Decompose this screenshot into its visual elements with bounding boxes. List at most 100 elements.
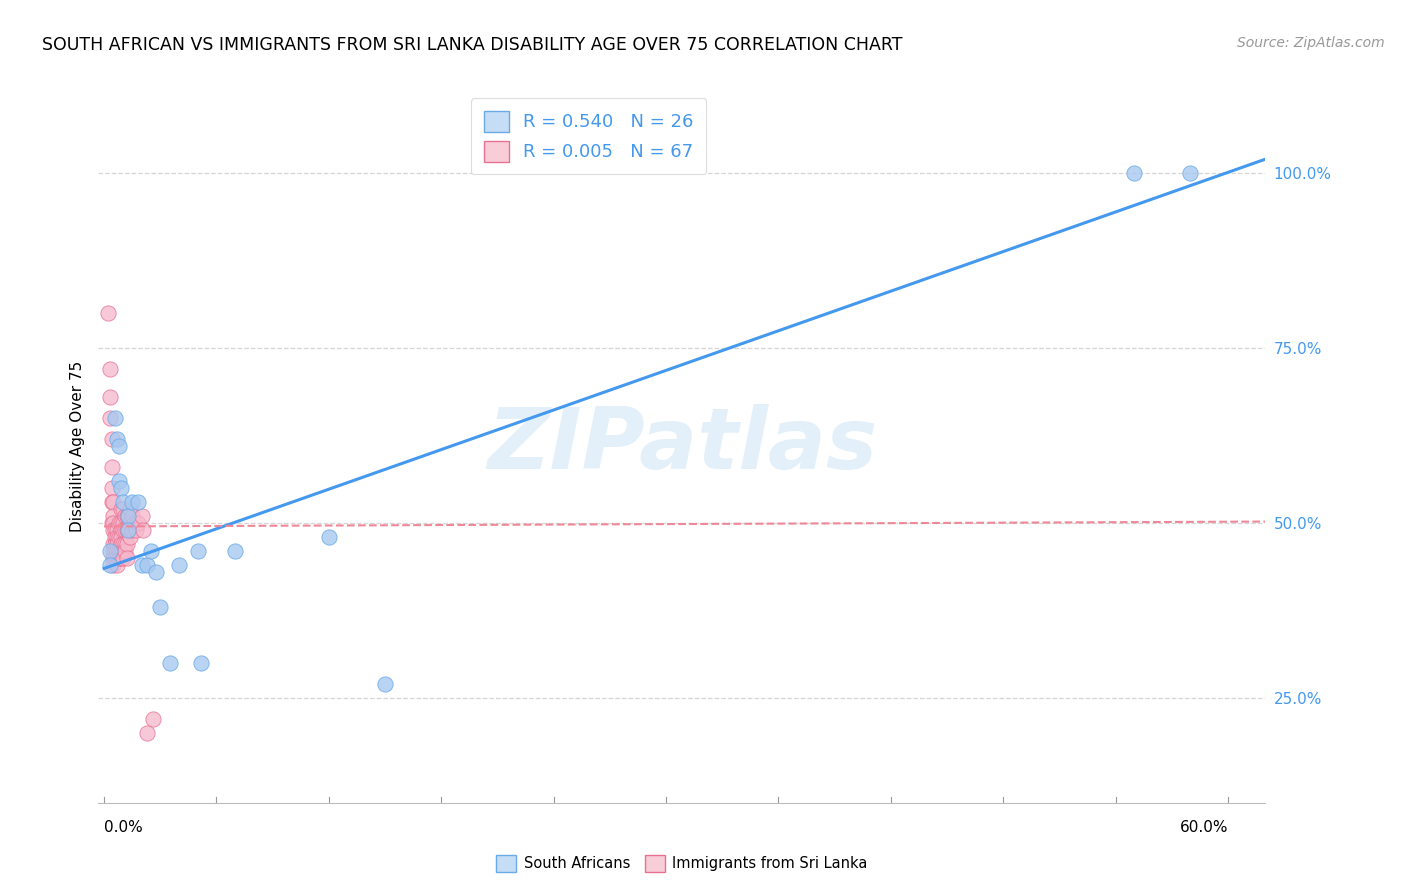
Point — [110, 502, 132, 516]
Point — [131, 508, 153, 523]
Point — [121, 508, 143, 523]
Point — [108, 550, 131, 565]
Point — [105, 432, 128, 446]
Point — [136, 726, 159, 740]
Point — [115, 550, 138, 565]
Point — [111, 523, 134, 537]
Point — [187, 544, 209, 558]
Y-axis label: Disability Age Over 75: Disability Age Over 75 — [69, 360, 84, 532]
Point — [108, 530, 131, 544]
Point — [104, 544, 127, 558]
Point — [142, 712, 165, 726]
Point — [105, 530, 128, 544]
Point — [1180, 166, 1202, 180]
Point — [136, 558, 159, 572]
Point — [115, 537, 138, 551]
Point — [111, 544, 134, 558]
Point — [98, 558, 121, 572]
Point — [105, 544, 128, 558]
Point — [108, 516, 131, 530]
Point — [108, 544, 131, 558]
Point — [115, 508, 138, 523]
Point — [105, 550, 128, 565]
Point — [110, 523, 132, 537]
Point — [100, 516, 122, 530]
Point — [104, 530, 127, 544]
Point — [103, 508, 125, 523]
Point — [103, 550, 125, 565]
Point — [103, 523, 125, 537]
Point — [127, 516, 149, 530]
Point — [111, 495, 134, 509]
Point — [117, 523, 139, 537]
Point — [117, 508, 139, 523]
Point — [120, 516, 142, 530]
Point — [103, 516, 125, 530]
Point — [103, 537, 125, 551]
Point — [318, 530, 340, 544]
Point — [103, 558, 125, 572]
Legend: South Africans, Immigrants from Sri Lanka: South Africans, Immigrants from Sri Lank… — [491, 849, 873, 878]
Point — [121, 495, 143, 509]
Text: 60.0%: 60.0% — [1180, 821, 1227, 835]
Point — [120, 530, 142, 544]
Point — [114, 537, 136, 551]
Point — [105, 537, 128, 551]
Text: SOUTH AFRICAN VS IMMIGRANTS FROM SRI LANKA DISABILITY AGE OVER 75 CORRELATION CH: SOUTH AFRICAN VS IMMIGRANTS FROM SRI LAN… — [42, 36, 903, 54]
Point — [111, 516, 134, 530]
Point — [108, 474, 131, 488]
Point — [98, 411, 121, 425]
Point — [104, 523, 127, 537]
Point — [108, 439, 131, 453]
Point — [224, 544, 246, 558]
Point — [100, 481, 122, 495]
Point — [122, 516, 145, 530]
Point — [149, 599, 172, 614]
Point — [105, 558, 128, 572]
Point — [114, 508, 136, 523]
Point — [103, 495, 125, 509]
Point — [145, 565, 167, 579]
Point — [374, 677, 396, 691]
Point — [111, 537, 134, 551]
Point — [100, 460, 122, 475]
Point — [125, 523, 148, 537]
Point — [115, 523, 138, 537]
Text: Source: ZipAtlas.com: Source: ZipAtlas.com — [1237, 36, 1385, 50]
Point — [110, 550, 132, 565]
Text: 0.0%: 0.0% — [104, 821, 143, 835]
Point — [114, 523, 136, 537]
Point — [98, 544, 121, 558]
Point — [104, 537, 127, 551]
Point — [111, 502, 134, 516]
Point — [110, 516, 132, 530]
Point — [120, 502, 142, 516]
Point — [121, 523, 143, 537]
Point — [104, 411, 127, 425]
Point — [100, 495, 122, 509]
Point — [111, 550, 134, 565]
Point — [110, 544, 132, 558]
Point — [139, 544, 162, 558]
Point — [98, 362, 121, 376]
Point — [103, 544, 125, 558]
Point — [131, 558, 153, 572]
Point — [132, 523, 155, 537]
Point — [110, 481, 132, 495]
Point — [159, 656, 181, 670]
Point — [114, 544, 136, 558]
Point — [110, 537, 132, 551]
Point — [127, 495, 149, 509]
Point — [98, 390, 121, 404]
Point — [117, 523, 139, 537]
Text: ZIPatlas: ZIPatlas — [486, 404, 877, 488]
Point — [190, 656, 212, 670]
Point — [117, 508, 139, 523]
Point — [105, 523, 128, 537]
Point — [97, 306, 120, 320]
Point — [110, 530, 132, 544]
Point — [167, 558, 190, 572]
Point — [1123, 166, 1146, 180]
Point — [104, 550, 127, 565]
Point — [100, 432, 122, 446]
